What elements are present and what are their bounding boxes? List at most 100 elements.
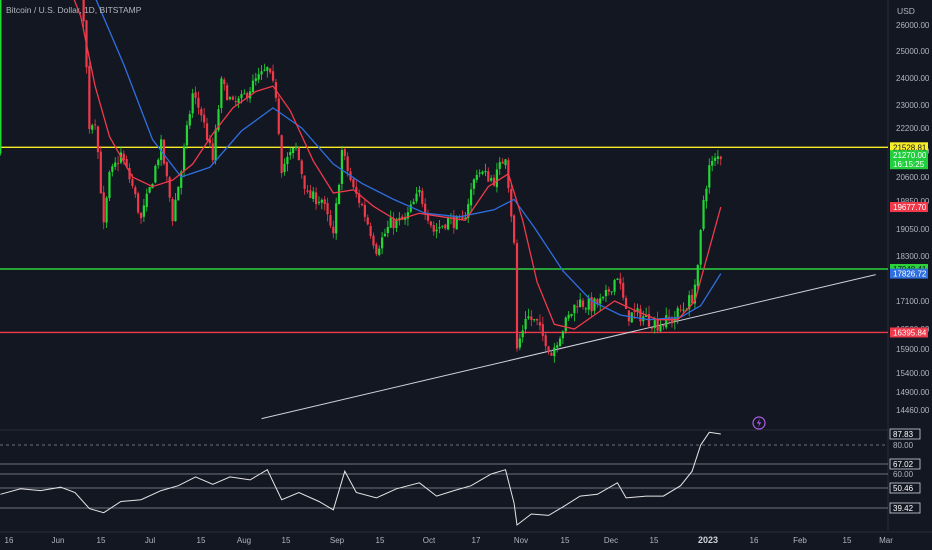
symbol-title[interactable]: Bitcoin / U.S. Dollar, 1D, BITSTAMP (6, 5, 142, 15)
price-candle[interactable] (300, 159, 303, 179)
price-candle[interactable] (676, 305, 679, 324)
price-candle[interactable] (403, 212, 407, 225)
price-candle[interactable] (94, 119, 97, 130)
price-candle[interactable] (705, 185, 708, 209)
price-candle[interactable] (573, 304, 576, 322)
price-candle[interactable] (297, 147, 300, 161)
price-candle[interactable] (271, 64, 275, 83)
price-candle[interactable] (584, 307, 587, 313)
price-candle[interactable] (99, 145, 102, 194)
price-candle[interactable] (326, 197, 329, 222)
price-candle[interactable] (343, 147, 346, 161)
price-candle[interactable] (429, 220, 432, 229)
price-candle[interactable] (492, 174, 496, 187)
price-candle[interactable] (314, 187, 318, 210)
price-candle[interactable] (82, 0, 85, 28)
price-candle[interactable] (690, 288, 694, 305)
price-candle[interactable] (484, 163, 487, 177)
price-candle[interactable] (498, 157, 501, 176)
price-candle[interactable] (171, 197, 174, 226)
price-candle[interactable] (438, 219, 441, 234)
price-candle[interactable] (579, 292, 582, 308)
price-candle[interactable] (237, 96, 240, 108)
price-candle[interactable] (220, 76, 223, 114)
price-candle[interactable] (205, 117, 209, 141)
price-candle[interactable] (444, 223, 447, 231)
price-candle[interactable] (564, 316, 567, 334)
price-candle[interactable] (447, 216, 450, 231)
price-candle[interactable] (708, 158, 711, 194)
price-candle[interactable] (656, 311, 659, 334)
price-candle[interactable] (601, 296, 605, 301)
price-candle[interactable] (424, 198, 427, 220)
price-candle[interactable] (283, 158, 286, 176)
price-candle[interactable] (363, 198, 366, 222)
price-candle[interactable] (309, 184, 312, 199)
price-candle[interactable] (260, 65, 263, 80)
price-candle[interactable] (105, 196, 108, 229)
moving-average-fast[interactable] (49, 0, 722, 330)
price-candle[interactable] (139, 212, 143, 224)
price-candle[interactable] (639, 304, 642, 326)
price-candle[interactable] (162, 139, 166, 166)
price-candle[interactable] (596, 298, 599, 308)
price-candle[interactable] (533, 319, 536, 323)
price-candle[interactable] (547, 346, 550, 355)
price-candle[interactable] (96, 125, 100, 159)
price-candle[interactable] (633, 303, 636, 320)
price-candle[interactable] (504, 158, 507, 169)
price-candle[interactable] (358, 189, 361, 208)
price-candle[interactable] (553, 342, 556, 363)
price-candle[interactable] (254, 72, 257, 86)
price-label[interactable]: 21528.81 (890, 142, 928, 153)
price-candle[interactable] (599, 293, 602, 311)
price-candle[interactable] (0, 0, 2, 156)
price-candle[interactable] (116, 155, 120, 172)
price-candle[interactable] (246, 91, 249, 102)
price-candle[interactable] (134, 185, 137, 198)
price-candle[interactable] (524, 311, 527, 334)
price-candle[interactable] (194, 86, 197, 105)
price-candle[interactable] (693, 279, 697, 310)
price-candle[interactable] (372, 232, 375, 249)
price-candle[interactable] (320, 198, 323, 210)
price-label[interactable]: 19677.70 (890, 202, 928, 213)
price-candle[interactable] (556, 341, 559, 353)
price-candle[interactable] (251, 74, 255, 93)
price-candle[interactable] (88, 62, 91, 134)
price-candle[interactable] (277, 95, 280, 136)
price-candle[interactable] (478, 169, 481, 178)
price-candle[interactable] (108, 170, 111, 201)
price-candle[interactable] (266, 66, 269, 78)
price-candle[interactable] (355, 180, 358, 198)
price-candle[interactable] (142, 198, 145, 222)
price-candle[interactable] (561, 330, 565, 344)
price-candle[interactable] (527, 308, 530, 320)
price-candle[interactable] (303, 175, 306, 195)
price-candle[interactable] (679, 304, 682, 313)
price-candle[interactable] (461, 210, 464, 220)
price-candle[interactable] (696, 264, 699, 293)
price-candle[interactable] (719, 155, 722, 166)
price-candle[interactable] (389, 210, 392, 229)
price-candle[interactable] (383, 228, 387, 238)
price-candle[interactable] (269, 67, 272, 75)
price-candle[interactable] (375, 242, 378, 257)
price-candle[interactable] (590, 292, 593, 318)
price-candle[interactable] (659, 320, 662, 332)
price-candle[interactable] (467, 198, 470, 223)
price-candle[interactable] (102, 185, 105, 230)
price-candle[interactable] (716, 149, 719, 165)
price-candle[interactable] (114, 157, 117, 170)
price-candle[interactable] (91, 123, 94, 134)
price-candle[interactable] (538, 314, 542, 331)
price-candle[interactable] (610, 291, 613, 296)
price-candle[interactable] (521, 324, 524, 343)
price-label[interactable]: 21270.00 (890, 150, 928, 161)
price-candle[interactable] (487, 167, 490, 182)
price-candle[interactable] (650, 327, 653, 332)
price-candle[interactable] (622, 277, 625, 301)
price-candle[interactable] (188, 110, 191, 130)
price-candle[interactable] (137, 191, 140, 215)
price-candle[interactable] (226, 82, 229, 101)
